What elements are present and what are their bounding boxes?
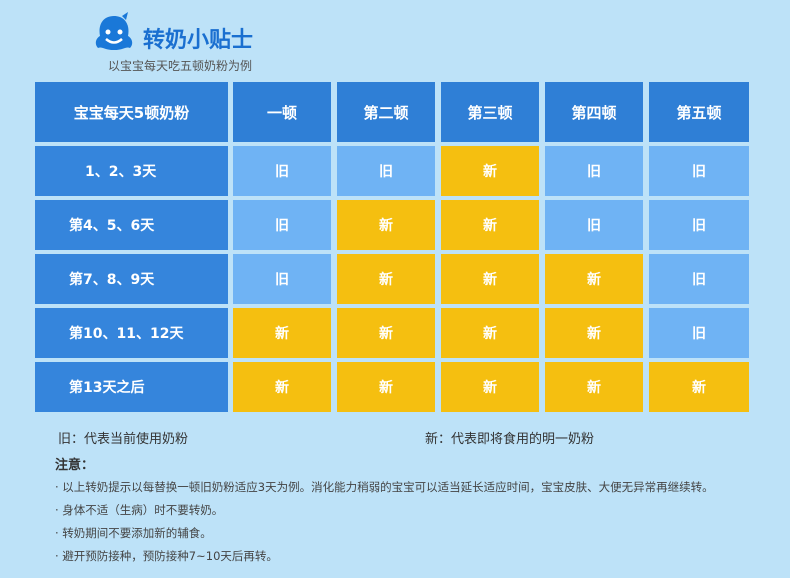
table-cell: 新 <box>441 146 539 196</box>
table-cell: 新 <box>441 200 539 250</box>
table-cell: 新 <box>337 362 435 412</box>
row-label: 第10、11、12天 <box>35 308 228 358</box>
table-cell: 新 <box>649 362 749 412</box>
title: 转奶小贴士 <box>143 28 254 53</box>
subtitle: 以宝宝每天吃五顿奶粉为例 <box>108 59 253 73</box>
note-item: · 避开预防接种，预防接种7~10天后再转。 <box>55 549 278 563</box>
header-cell: 第五顿 <box>649 82 749 142</box>
note-item: · 以上转奶提示以每替换一顿旧奶粉适应3天为例。消化能力稍弱的宝宝可以适当延长适… <box>55 480 714 494</box>
row-label: 第7、8、9天 <box>35 254 228 304</box>
table-cell: 新 <box>441 254 539 304</box>
table-cell: 新 <box>233 362 331 412</box>
note-item: · 身体不适（生病）时不要转奶。 <box>55 503 224 517</box>
table-cell: 旧 <box>233 200 331 250</box>
row-label: 第4、5、6天 <box>35 200 228 250</box>
table-cell: 旧 <box>233 146 331 196</box>
note-item: · 转奶期间不要添加新的辅食。 <box>55 526 212 540</box>
table-cell: 旧 <box>649 146 749 196</box>
logo-icon <box>95 12 133 50</box>
header-cell: 第四顿 <box>545 82 643 142</box>
table-cell: 新 <box>545 308 643 358</box>
table-cell: 新 <box>337 308 435 358</box>
table-cell: 新 <box>337 200 435 250</box>
row-label: 第13天之后 <box>35 362 228 412</box>
header-cell: 宝宝每天5顿奶粉 <box>35 82 228 142</box>
header-cell: 第三顿 <box>441 82 539 142</box>
legend-new: 新：代表即将食用的明一奶粉 <box>425 432 595 447</box>
notes-title: 注意： <box>55 458 95 473</box>
table-cell: 旧 <box>545 146 643 196</box>
table-cell: 旧 <box>649 254 749 304</box>
table-cell: 旧 <box>649 308 749 358</box>
header-cell: 一顿 <box>233 82 331 142</box>
legend-old: 旧：代表当前使用奶粉 <box>58 432 189 447</box>
table-cell: 新 <box>545 362 643 412</box>
table-cell: 旧 <box>337 146 435 196</box>
table-cell: 新 <box>441 362 539 412</box>
table-cell: 新 <box>545 254 643 304</box>
table-cell: 旧 <box>545 200 643 250</box>
table-cell: 新 <box>233 308 331 358</box>
table-cell: 新 <box>337 254 435 304</box>
header-cell: 第二顿 <box>337 82 435 142</box>
row-label: 1、2、3天 <box>35 146 228 196</box>
table-cell: 旧 <box>233 254 331 304</box>
table-cell: 新 <box>441 308 539 358</box>
table-cell: 旧 <box>649 200 749 250</box>
